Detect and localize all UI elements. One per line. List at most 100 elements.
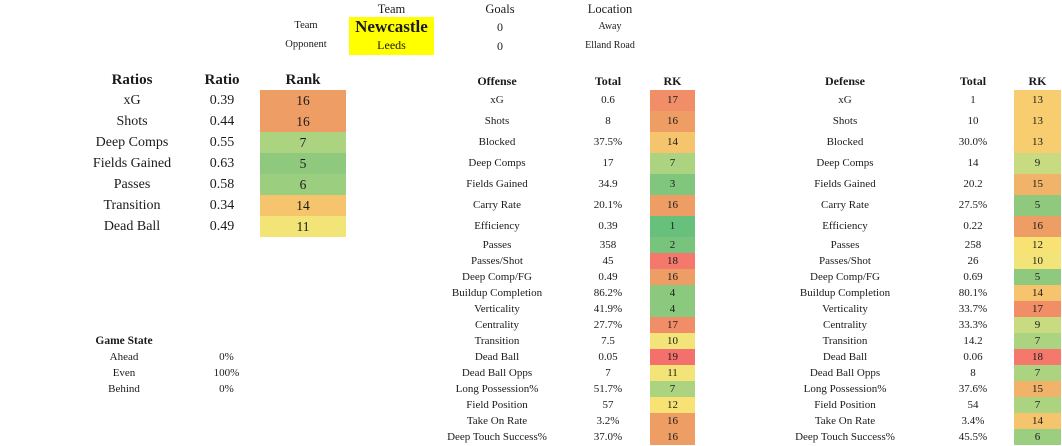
stat-total: 37.5% [593,136,623,148]
stat-rank-cell: 4 [650,301,695,317]
team-name: Newcastle [355,17,428,36]
stat-rank-cell: 13 [1014,90,1061,111]
stat-row: Dead Ball 0.06 18 [755,349,1061,365]
stat-total: 10 [967,115,979,127]
stat-label: Efficiency [822,220,868,232]
stat-label: Deep Comps [816,157,874,169]
offense-rows-top: xG 0.6 17 Shots 8 16 Blocked 37.5% 14 De… [407,90,695,237]
offense-header-label: Offense [477,73,517,88]
stat-total: 27.7% [593,318,623,331]
spacer [237,111,260,132]
ratio-label: Fields Gained [92,155,172,171]
stat-label: Buildup Completion [799,286,891,299]
stat-row: Passes/Shot 26 10 [755,253,1061,269]
stat-total: 20.1% [593,199,623,211]
game-state-rows: Ahead 0% Even 100% Behind 0% [49,349,254,397]
stat-total: 0.22 [963,220,983,232]
spacer [237,174,260,195]
defense-rows-top: xG 1 13 Shots 10 13 Blocked 30.0% 13 Dee… [755,90,1061,237]
stat-row: Verticality 41.9% 4 [407,301,695,317]
ratio-value: 0.58 [209,176,235,192]
stat-total: 86.2% [593,286,623,299]
stat-row: Centrality 27.7% 17 [407,317,695,333]
ratios-header-row: Ratios Ratio Rank [57,71,346,90]
spacer [629,195,650,216]
defense-header-total: Total [959,73,987,88]
stat-rank-cell: 11 [650,365,695,381]
stat-row: Deep Comp/FG 0.49 16 [407,269,695,285]
spacer [629,132,650,153]
stat-row: Carry Rate 27.5% 5 [755,195,1061,216]
stat-label: Long Possession% [455,382,539,395]
defense-header-rank: RK [1028,73,1047,88]
stat-total: 51.7% [593,382,623,395]
stat-label: Deep Comps [468,157,526,169]
defense-header-label: Defense [825,73,865,88]
stat-label: Verticality [474,302,520,315]
stat-label: Centrality [823,318,867,331]
ratio-row: Transition 0.34 14 [57,195,346,216]
stat-total: 27.5% [958,199,988,211]
stat-label: Passes/Shot [471,254,523,267]
spacer [629,301,650,317]
stat-rank-cell: 6 [1014,429,1061,445]
stat-row: Buildup Completion 86.2% 4 [407,285,695,301]
ratio-value: 0.39 [209,92,235,108]
stat-total: 14 [967,157,979,169]
ratio-value: 0.34 [209,197,235,213]
ratios-header-label: Ratios [111,72,153,88]
stat-label: Deep Touch Success% [795,430,895,443]
stat-rank-cell: 5 [1014,195,1061,216]
stat-total: 37.0% [593,430,623,443]
stat-rank-cell: 12 [650,397,695,413]
game-state-label: Ahead [109,350,139,363]
spacer [629,111,650,132]
stat-label: Deep Touch Success% [447,430,547,443]
stat-label: Efficiency [474,220,520,232]
stat-total: 358 [599,238,617,251]
stat-total: 80.1% [958,286,988,299]
stat-row: Dead Ball Opps 7 11 [407,365,695,381]
ratio-value: 0.63 [209,155,235,171]
stat-total: 7 [605,366,611,379]
game-state-title: Game State [95,334,153,347]
game-state-row: Ahead 0% [49,349,254,365]
venue-value: Elland Road [585,39,635,51]
stat-rank-cell: 10 [650,333,695,349]
spacer [629,216,650,237]
spacer [629,429,650,445]
game-state-section: Game State Ahead 0% Even 100% Behind 0% [49,332,254,397]
offense-header-total: Total [594,73,622,88]
spacer [237,71,260,90]
ratio-label: xG [123,92,141,108]
stat-label: Passes [830,238,860,251]
stat-row: Centrality 33.3% 9 [755,317,1061,333]
offense-rows-bottom: Passes 358 2 Passes/Shot 45 18 Deep Comp… [407,237,695,445]
stat-row: Deep Comps 14 9 [755,153,1061,174]
stat-rank-cell: 7 [650,381,695,397]
stat-row: Carry Rate 20.1% 16 [407,195,695,216]
stat-label: Field Position [814,398,876,411]
stat-row: Passes/Shot 45 18 [407,253,695,269]
game-state-row: Behind 0% [49,381,254,397]
stat-rank-cell: 5 [1014,269,1061,285]
game-state-label: Even [112,366,136,379]
stat-rank-cell: 16 [650,269,695,285]
stat-rank-cell: 14 [650,132,695,153]
stat-total: 0.39 [598,220,618,232]
team-highlight-cell: Newcastle Leeds [349,17,434,55]
rank-cell: 7 [260,132,346,153]
stat-label: Carry Rate [821,199,869,211]
col-header-goals: Goals [485,1,515,16]
stat-row: Dead Ball 0.05 19 [407,349,695,365]
game-state-row: Even 100% [49,365,254,381]
stat-rank-cell: 10 [1014,253,1061,269]
ratio-row: xG 0.39 16 [57,90,346,111]
stat-total: 0.49 [598,270,618,283]
defense-rows-bottom: Passes 258 12 Passes/Shot 26 10 Deep Com… [755,237,1061,445]
spacer [629,174,650,195]
spacer [629,349,650,365]
stat-total: 37.6% [958,382,988,395]
ratios-header-rank: Rank [285,72,321,88]
offense-header-rank: RK [663,73,682,88]
